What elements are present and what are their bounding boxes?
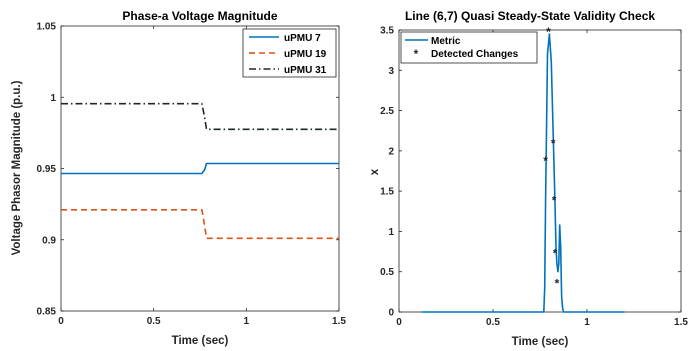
y-tick-label: 1 [388, 227, 394, 238]
legend-label-upmu7: uPMU 7 [284, 33, 321, 44]
x-tick-label: 1.5 [674, 317, 688, 328]
legend-swatch-detected-changes: * [414, 47, 419, 61]
series-line-metric [421, 33, 625, 313]
detected-change-marker: * [555, 276, 560, 290]
y-tick-label: 0 [388, 308, 394, 319]
detected-change-marker: * [553, 247, 558, 261]
series-line-upmu-31 [61, 102, 339, 131]
detected-change-marker: * [543, 154, 548, 168]
legend-label-detected-changes: Detected Changes [431, 49, 519, 60]
legend-box [400, 31, 538, 64]
x-tick-label: 0 [396, 317, 402, 328]
plot-area [398, 29, 682, 313]
legend: uPMU 7 uPMU 19 uPMU 31 [242, 28, 337, 78]
y-tick-label: 1.05 [37, 22, 57, 33]
y-tick-label: 2.5 [380, 106, 394, 117]
x-tick-label: 0.5 [147, 316, 161, 327]
x-tick-label: 0.5 [486, 317, 500, 328]
x-axis-label: Time (sec) [172, 335, 229, 347]
y-tick-label: 0.5 [380, 267, 394, 278]
detected-change-marker: * [546, 25, 551, 39]
y-tick-label: 2 [388, 146, 394, 157]
y-tick-label: 1 [50, 93, 56, 104]
y-tick-label: 0.95 [37, 164, 57, 175]
y-axis-label: Voltage Phasor Magnitude (p.u.) [11, 80, 23, 255]
series-line-upmu-7 [61, 162, 339, 175]
legend: Metric * Detected Changes [400, 31, 538, 64]
legend-label-upmu19: uPMU 19 [284, 49, 327, 60]
x-tick-label: 1 [244, 316, 250, 327]
y-tick-label: 3 [388, 66, 394, 77]
legend-label-upmu31: uPMU 31 [284, 65, 327, 76]
chart-title: Line (6,7) Quasi Steady-State Validity C… [405, 9, 655, 23]
x-tick-label: 1.5 [332, 316, 346, 327]
chart-title: Phase-a Voltage Magnitude [122, 9, 277, 23]
detected-change-marker: * [551, 136, 556, 150]
x-axis-label: Time (sec) [512, 336, 569, 348]
legend-label-metric: Metric [431, 36, 461, 47]
series-line-upmu-19 [61, 209, 339, 240]
y-tick-label: 0.9 [42, 235, 56, 246]
x-tick-label: 0 [58, 316, 64, 327]
x-tick-label: 1 [584, 317, 590, 328]
y-tick-label: 3.5 [380, 26, 394, 37]
y-tick-label: 0.85 [37, 307, 57, 318]
y-tick-label: 1.5 [380, 187, 394, 198]
voltage-magnitude-chart: Phase-a Voltage Magnitude Time (sec) Vol… [11, 9, 346, 347]
y-axis-label: x [369, 168, 381, 175]
validity-check-chart: Line (6,7) Quasi Steady-State Validity C… [369, 9, 688, 348]
detected-change-marker: * [552, 194, 557, 208]
